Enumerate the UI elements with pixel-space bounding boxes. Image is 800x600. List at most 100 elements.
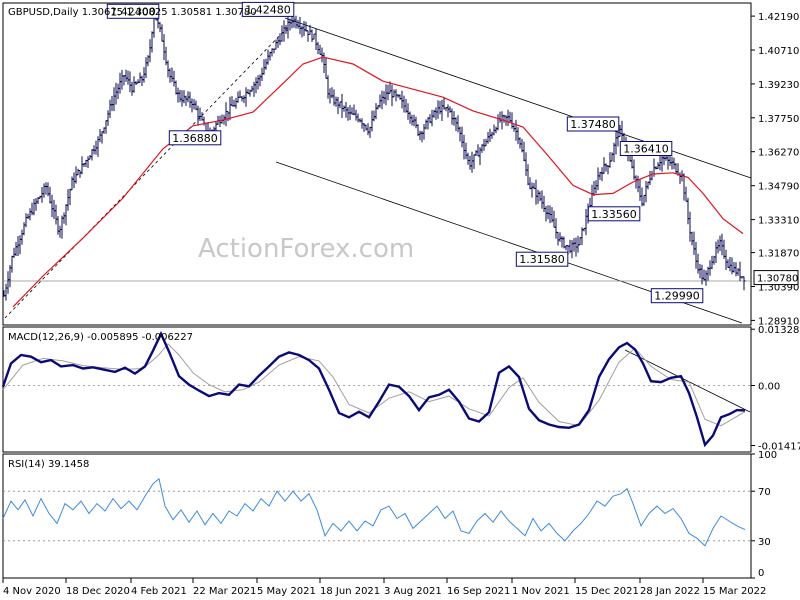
price-level-label: 1.29990 xyxy=(650,288,704,304)
price-bar xyxy=(8,265,12,288)
price-bar xyxy=(704,270,708,286)
price-bar xyxy=(24,213,28,228)
price-bar xyxy=(304,21,308,32)
price-bar xyxy=(190,98,194,113)
price-bar xyxy=(572,238,576,252)
price-bar xyxy=(470,151,474,173)
price-bar xyxy=(506,109,510,127)
price-bar xyxy=(458,126,462,142)
price-y-tick-label: 1.31870 xyxy=(758,249,799,260)
price-bar xyxy=(634,175,638,189)
price-bar xyxy=(508,111,512,123)
price-bar xyxy=(252,81,256,97)
price-bar xyxy=(52,199,56,219)
price-bar xyxy=(338,101,342,109)
price-level-value: 1.36410 xyxy=(623,143,669,156)
price-bar xyxy=(176,87,180,103)
price-bar xyxy=(476,144,480,157)
price-level-box xyxy=(587,206,641,222)
price-bar xyxy=(330,87,334,99)
price-bar xyxy=(650,170,654,181)
price-bar xyxy=(6,271,10,294)
price-bar xyxy=(34,198,38,211)
x-tick-label: 28 Jan 2022 xyxy=(640,586,700,597)
price-trend-lines xyxy=(3,17,752,324)
price-bar xyxy=(122,75,126,86)
price-bar xyxy=(326,75,330,99)
price-bar xyxy=(698,264,702,279)
price-level-label: 1.36410 xyxy=(619,141,673,156)
rsi-y-tick-label: 0 xyxy=(758,568,764,579)
price-level-value: 1.33560 xyxy=(591,208,637,221)
macd-title: MACD(12,26,9) -0.005895 -0.006227 xyxy=(8,332,193,343)
price-bar xyxy=(42,183,46,198)
price-bar xyxy=(126,70,130,85)
price-bar xyxy=(196,105,200,126)
x-tick-label: 15 Mar 2022 xyxy=(703,586,766,597)
price-bar xyxy=(298,16,302,35)
price-bar xyxy=(666,155,670,170)
price-bar xyxy=(448,106,452,113)
price-bar xyxy=(518,137,522,149)
price-bar xyxy=(128,71,132,93)
upper-channel-line xyxy=(284,17,752,179)
price-bar xyxy=(546,205,550,220)
price-bar xyxy=(174,80,178,95)
price-bar xyxy=(694,242,698,269)
price-bar xyxy=(258,74,262,87)
rsi-y-tick-label: 30 xyxy=(758,537,771,548)
price-bar xyxy=(292,16,296,28)
price-bar xyxy=(16,236,20,256)
price-bar xyxy=(554,218,558,239)
price-bar xyxy=(368,126,372,138)
price-bar xyxy=(688,211,692,242)
price-bar xyxy=(386,84,390,101)
price-level-box xyxy=(566,116,620,132)
price-bar xyxy=(420,131,424,143)
price-bar xyxy=(700,264,704,285)
x-tick-label: 1 Nov 2021 xyxy=(512,586,570,597)
price-bar xyxy=(230,96,234,107)
price-bar xyxy=(590,184,594,207)
price-bar xyxy=(78,170,82,178)
price-bar xyxy=(406,103,410,120)
price-bar xyxy=(690,231,694,246)
price-bar xyxy=(464,142,468,160)
rsi-y-tick-label: 100 xyxy=(758,450,777,461)
price-level-value: 1.29990 xyxy=(654,290,700,303)
price-bar xyxy=(718,235,722,252)
price-y-tick-label: 1.37750 xyxy=(758,114,799,125)
price-bar xyxy=(116,83,120,99)
price-bar xyxy=(48,186,52,204)
price-bar xyxy=(736,268,740,276)
price-bar xyxy=(324,57,328,79)
price-bar xyxy=(90,149,94,161)
price-bar xyxy=(266,49,270,65)
price-bar xyxy=(224,102,228,127)
price-bar xyxy=(538,191,542,202)
price-bar xyxy=(364,124,368,131)
price-bar xyxy=(144,57,148,78)
price-level-box xyxy=(515,251,569,267)
price-bar xyxy=(234,97,238,109)
price-bar xyxy=(594,180,598,194)
price-bar xyxy=(242,95,246,104)
price-bar xyxy=(542,195,546,212)
price-bar xyxy=(720,233,724,256)
macd-trend-line xyxy=(624,349,751,413)
price-bar xyxy=(320,47,324,63)
price-bar xyxy=(494,126,498,134)
price-bar xyxy=(244,87,248,107)
price-bar xyxy=(390,84,394,107)
price-bar xyxy=(4,283,8,301)
price-bar xyxy=(610,152,614,162)
price-bar xyxy=(410,114,414,126)
price-level-box xyxy=(619,141,673,156)
price-level-value: 1.36880 xyxy=(172,132,218,145)
rsi-layer xyxy=(2,477,751,547)
price-bar xyxy=(374,103,378,120)
macd-y-tick-label: 0.01328 xyxy=(758,325,799,336)
price-bar xyxy=(738,261,742,282)
price-bar xyxy=(544,206,548,222)
